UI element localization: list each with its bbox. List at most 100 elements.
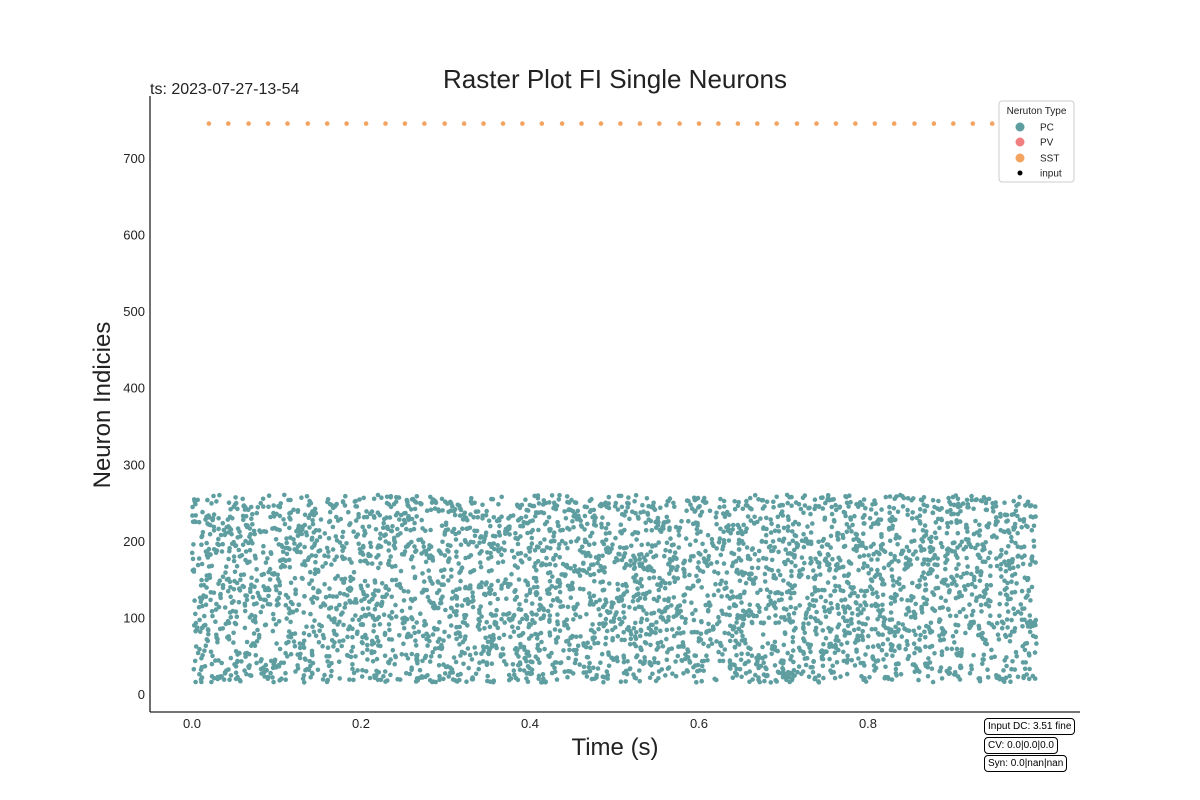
pc-spike: [446, 674, 452, 679]
pc-spike: [1015, 554, 1020, 559]
pc-spike: [1014, 503, 1019, 509]
pc-spike: [776, 568, 781, 574]
pc-spike: [923, 532, 929, 538]
pc-spike: [451, 508, 457, 514]
pc-spike: [892, 598, 898, 604]
pc-spike: [495, 560, 501, 565]
pc-spike: [789, 503, 794, 509]
pc-spike: [322, 672, 327, 678]
pc-spike: [951, 511, 957, 517]
pc-spike: [876, 644, 882, 650]
pc-spike: [234, 614, 240, 619]
pc-spike: [932, 562, 937, 567]
pc-spike: [671, 614, 676, 620]
pc-spike: [290, 601, 295, 607]
pc-spike: [861, 553, 867, 558]
pc-spike: [722, 630, 727, 636]
pc-spike: [574, 647, 579, 653]
pc-spike: [804, 655, 810, 661]
pc-spike: [968, 544, 974, 550]
pc-spike: [598, 580, 603, 585]
pc-spike: [532, 548, 538, 553]
pc-spike: [869, 557, 874, 562]
pc-spike: [1013, 649, 1019, 655]
pc-spike: [247, 559, 252, 565]
pc-spike: [487, 624, 493, 630]
pc-spike: [463, 613, 469, 618]
pc-spike: [974, 565, 980, 571]
pc-spike: [375, 510, 381, 515]
sst-spike: [794, 121, 800, 126]
pc-spike: [899, 548, 905, 554]
pc-spike: [881, 623, 887, 628]
pc-spike: [334, 594, 340, 599]
pc-spike: [449, 596, 455, 601]
pc-spike: [777, 572, 783, 578]
pc-spike: [904, 544, 910, 550]
pc-spike: [1034, 641, 1039, 646]
pc-spike: [761, 672, 767, 677]
pc-spike: [846, 559, 852, 564]
pc-spike: [309, 553, 315, 558]
pc-spike: [701, 641, 706, 647]
pc-spike: [664, 627, 670, 633]
pc-spike: [250, 595, 256, 600]
legend-title: Neruton Type: [1007, 106, 1067, 117]
pc-spike: [1012, 629, 1017, 634]
pc-spike: [835, 605, 840, 611]
pc-spike: [991, 509, 996, 514]
pc-spike: [460, 620, 466, 625]
pc-spike: [360, 524, 366, 530]
pc-spike: [577, 573, 583, 578]
pc-spike: [856, 634, 861, 639]
pc-spike: [780, 513, 786, 518]
pc-spike: [603, 546, 609, 552]
pc-spike: [943, 598, 948, 604]
pc-spike: [937, 525, 942, 531]
pc-spike: [941, 637, 947, 642]
pc-spike: [390, 647, 396, 653]
pc-spike: [479, 580, 485, 585]
pc-spike: [205, 638, 211, 644]
pc-spike: [1012, 667, 1018, 672]
sst-spike: [853, 121, 858, 126]
pc-spike: [547, 500, 552, 505]
pc-spike: [600, 604, 606, 610]
x-tick-label: 0.6: [690, 716, 708, 731]
pc-spike: [549, 493, 555, 498]
pc-spike: [832, 575, 837, 580]
pc-spike: [670, 671, 675, 676]
pc-spike: [913, 632, 918, 638]
pc-spike: [655, 640, 661, 646]
pc-spike: [526, 670, 531, 676]
pc-spike: [639, 561, 645, 566]
pc-spike: [330, 524, 336, 530]
pc-spike: [350, 666, 355, 672]
pc-spike: [969, 592, 975, 597]
pc-spike: [310, 624, 315, 629]
pc-spike: [796, 664, 802, 669]
pc-spike: [784, 589, 790, 595]
pc-spike: [280, 549, 286, 555]
pc-spike: [800, 669, 806, 674]
pc-spike: [525, 679, 531, 684]
pc-spike: [842, 597, 848, 602]
pc-spike: [554, 677, 560, 682]
pc-spike: [486, 556, 491, 561]
pc-spike: [889, 617, 895, 622]
pc-spike: [209, 679, 214, 685]
pc-spike: [949, 548, 955, 554]
pc-spike: [844, 500, 850, 506]
pc-spike: [930, 497, 936, 503]
pc-spike: [599, 651, 605, 657]
sst-spike: [833, 121, 839, 126]
pc-spike: [535, 656, 541, 662]
pc-spike: [513, 588, 518, 593]
pc-spike: [683, 620, 688, 626]
pc-spike: [251, 528, 257, 534]
pc-spike: [697, 568, 703, 573]
pc-spike: [478, 560, 483, 565]
pc-spike: [527, 556, 532, 562]
pc-spike: [875, 557, 880, 562]
pc-spike: [515, 536, 520, 541]
